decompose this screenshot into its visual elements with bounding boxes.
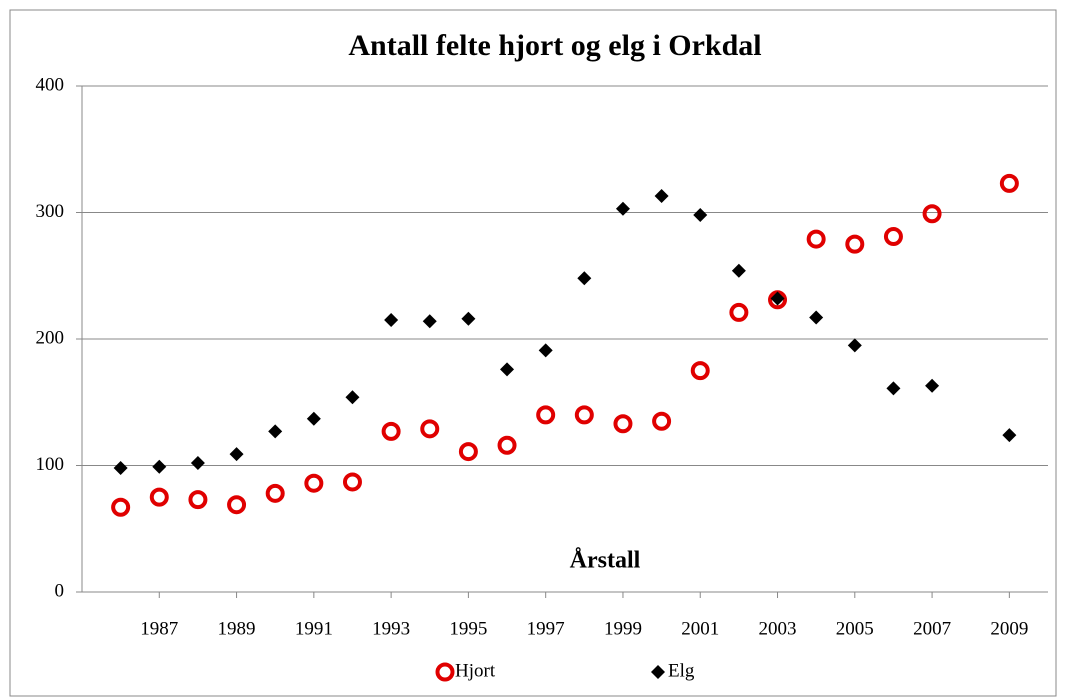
- point: [809, 310, 824, 325]
- x-tick-label: 2003: [759, 618, 797, 639]
- point: [188, 490, 208, 510]
- legend-label: Hjort: [455, 660, 496, 681]
- x-tick-label: 1993: [372, 618, 410, 639]
- legend-marker: [651, 665, 665, 679]
- point: [149, 487, 169, 507]
- point: [613, 414, 633, 434]
- y-tick-label: 400: [36, 74, 65, 95]
- point: [847, 338, 862, 353]
- x-tick-label: 1991: [295, 618, 333, 639]
- point: [306, 411, 321, 426]
- x-tick-label: 1999: [604, 618, 642, 639]
- point: [265, 483, 285, 503]
- chart-frame: [9, 9, 1057, 697]
- point: [731, 263, 746, 278]
- legend-marker: [435, 662, 455, 682]
- x-tick-label: 2007: [913, 618, 951, 639]
- point: [152, 459, 167, 474]
- point: [574, 405, 594, 425]
- point: [1002, 428, 1017, 443]
- x-tick-label: 2001: [681, 618, 719, 639]
- x-tick-label: 2005: [836, 618, 874, 639]
- point: [886, 381, 901, 396]
- point: [654, 189, 669, 204]
- point: [229, 447, 244, 462]
- point: [883, 227, 903, 247]
- x-tick-label: 1995: [449, 618, 487, 639]
- y-tick-label: 200: [36, 327, 65, 348]
- point: [420, 419, 440, 439]
- point: [458, 442, 478, 462]
- point: [577, 271, 592, 286]
- x-tick-label: 2009: [990, 618, 1028, 639]
- point: [925, 378, 940, 393]
- point: [538, 343, 553, 358]
- point: [384, 313, 399, 328]
- y-tick-label: 300: [36, 201, 65, 222]
- point: [422, 314, 437, 329]
- point: [806, 229, 826, 249]
- chart-title: Antall felte hjort og elg i Orkdal: [348, 29, 761, 62]
- y-tick-label: 100: [36, 454, 65, 475]
- point: [845, 234, 865, 254]
- point: [227, 495, 247, 515]
- point: [690, 361, 710, 381]
- point: [461, 311, 476, 326]
- point: [111, 497, 131, 517]
- point: [342, 472, 362, 492]
- x-tick-label: 1987: [140, 618, 178, 639]
- legend-label: Elg: [668, 660, 695, 681]
- y-tick-label: 0: [55, 580, 65, 601]
- point: [500, 362, 515, 377]
- point: [922, 204, 942, 224]
- point: [652, 411, 672, 431]
- point: [729, 302, 749, 322]
- x-tick-label: 1997: [527, 618, 565, 639]
- point: [190, 455, 205, 470]
- x-tick-label: 1989: [218, 618, 256, 639]
- point: [304, 473, 324, 493]
- point: [381, 421, 401, 441]
- point: [345, 390, 360, 405]
- point: [268, 424, 283, 439]
- point: [770, 291, 785, 306]
- point: [999, 173, 1019, 193]
- point: [497, 435, 517, 455]
- point: [693, 208, 708, 223]
- point: [615, 201, 630, 216]
- x-axis-label: Årstall: [570, 548, 641, 574]
- point: [113, 461, 128, 476]
- point: [536, 405, 556, 425]
